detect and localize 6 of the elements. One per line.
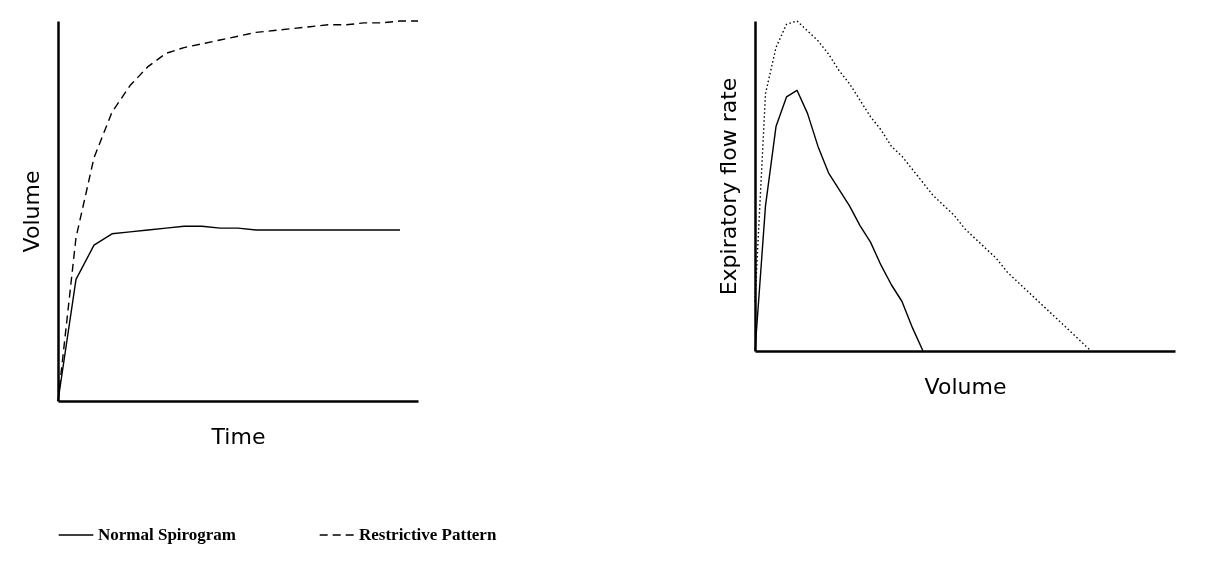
y-axis-title: Expiratory flow rate [715, 77, 741, 296]
y-axis-title: Volume [18, 170, 44, 253]
legend-label: Restrictive Pattern [359, 525, 497, 544]
x-axis-title: Volume [924, 373, 1007, 399]
x-axis-title: Time [210, 423, 266, 449]
legend-label: Normal Spirogram [98, 525, 237, 544]
